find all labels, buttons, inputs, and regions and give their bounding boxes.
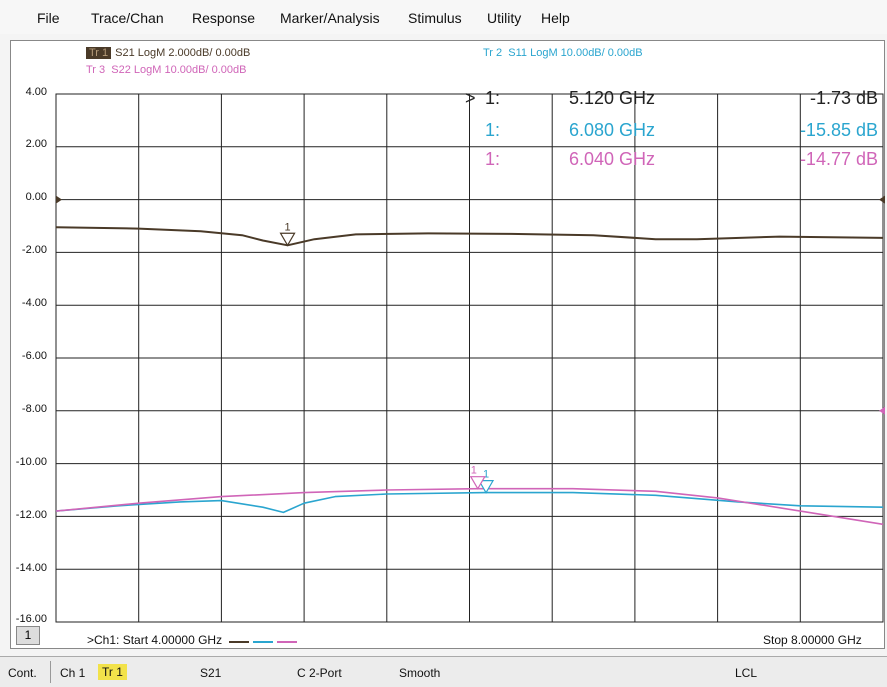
trace-3-text: S22 LogM 10.00dB/ 0.00dB (111, 64, 247, 76)
marker-frequency: 5.120 GHz (569, 88, 656, 108)
reference-level-arrow[interactable] (879, 406, 885, 415)
marker-value: -15.85 dB (799, 120, 878, 140)
status-active-trace[interactable]: Tr 1 (98, 664, 127, 680)
marker-triangle[interactable] (469, 476, 486, 490)
status-channel[interactable]: Ch 1 (60, 666, 86, 680)
y-tick-label: -2.00 (21, 244, 47, 256)
marker-number: 1: (485, 120, 501, 140)
reference-level-arrow[interactable] (879, 195, 885, 204)
menu-file[interactable]: File (37, 10, 60, 26)
marker-number: 1: (485, 88, 501, 108)
menu-bar: File Trace/Chan Response Marker/Analysis… (0, 0, 887, 34)
trace-plot[interactable]: 111 (11, 41, 886, 650)
y-tick-label: 4.00 (25, 86, 47, 98)
trace-legend-lines (229, 634, 299, 648)
y-tick-label: -6.00 (21, 350, 47, 362)
menu-stimulus[interactable]: Stimulus (408, 10, 462, 26)
marker-frequency: 6.080 GHz (569, 120, 656, 140)
trace-label-tr3[interactable]: Tr 3 S22 LogM 10.00dB/ 0.00dB (86, 64, 246, 76)
stop-frequency-label[interactable]: Stop 8.00000 GHz (763, 633, 862, 647)
status-smoothing[interactable]: Smooth (399, 666, 441, 680)
trace-1-text: S21 LogM 2.000dB/ 0.00dB (115, 47, 251, 59)
trace-3-id: Tr 3 (86, 64, 106, 76)
status-sweep-mode[interactable]: Cont. (8, 666, 37, 680)
plot-area: Tr 1 S21 LogM 2.000dB/ 0.00dB Tr 2 S11 Lo… (10, 40, 885, 649)
y-tick-label: -12.00 (15, 509, 47, 521)
marker-value: -1.73 dB (809, 88, 878, 108)
marker-value: -14.77 dB (799, 149, 878, 169)
trace-label-tr1[interactable]: Tr 1 S21 LogM 2.000dB/ 0.00dB (86, 47, 250, 59)
marker-number-label: 1 (471, 465, 477, 477)
marker-frequency: 6.040 GHz (569, 149, 656, 169)
y-tick-label: -14.00 (15, 562, 47, 574)
menu-trace-chan[interactable]: Trace/Chan (91, 10, 164, 26)
status-bar: Cont. Ch 1 Tr 1 S21 C 2-Port Smooth LCL (0, 656, 887, 687)
menu-response[interactable]: Response (192, 10, 256, 26)
marker-number: 1: (485, 149, 501, 169)
status-measurement[interactable]: S21 (200, 666, 222, 680)
trace-line-2[interactable] (55, 491, 884, 514)
channel-window-badge[interactable]: 1 (16, 626, 40, 645)
marker-number-label: 1 (483, 469, 489, 481)
y-tick-label: -4.00 (21, 297, 47, 309)
marker-number-label: 1 (285, 221, 291, 233)
trace-line-1[interactable] (55, 226, 884, 247)
start-frequency-text: >Ch1: Start 4.00000 GHz (87, 633, 223, 647)
status-calibration[interactable]: C 2-Port (297, 666, 342, 680)
reference-level-arrow[interactable] (56, 195, 62, 204)
menu-utility[interactable]: Utility (487, 10, 522, 26)
marker-triangle[interactable] (279, 232, 296, 247)
y-tick-label: -8.00 (21, 403, 47, 415)
trace-2-text: S11 LogM 10.00dB/ 0.00dB (508, 47, 643, 59)
y-tick-label: 2.00 (25, 138, 47, 150)
y-tick-label: 0.00 (25, 191, 47, 203)
y-tick-label: -10.00 (15, 456, 47, 468)
marker-triangle[interactable] (477, 480, 495, 494)
y-tick-label: -16.00 (15, 613, 47, 625)
start-frequency-label[interactable]: >Ch1: Start 4.00000 GHz (87, 633, 299, 648)
marker-active-indicator: > (465, 88, 476, 108)
status-local[interactable]: LCL (735, 666, 758, 680)
menu-marker-analysis[interactable]: Marker/Analysis (280, 10, 380, 26)
menu-help[interactable]: Help (541, 10, 570, 26)
status-divider (50, 661, 51, 683)
trace-2-id: Tr 2 (483, 47, 503, 59)
trace-label-tr2[interactable]: Tr 2 S11 LogM 10.00dB/ 0.00dB (483, 47, 643, 59)
trace-1-badge: Tr 1 (86, 47, 112, 59)
